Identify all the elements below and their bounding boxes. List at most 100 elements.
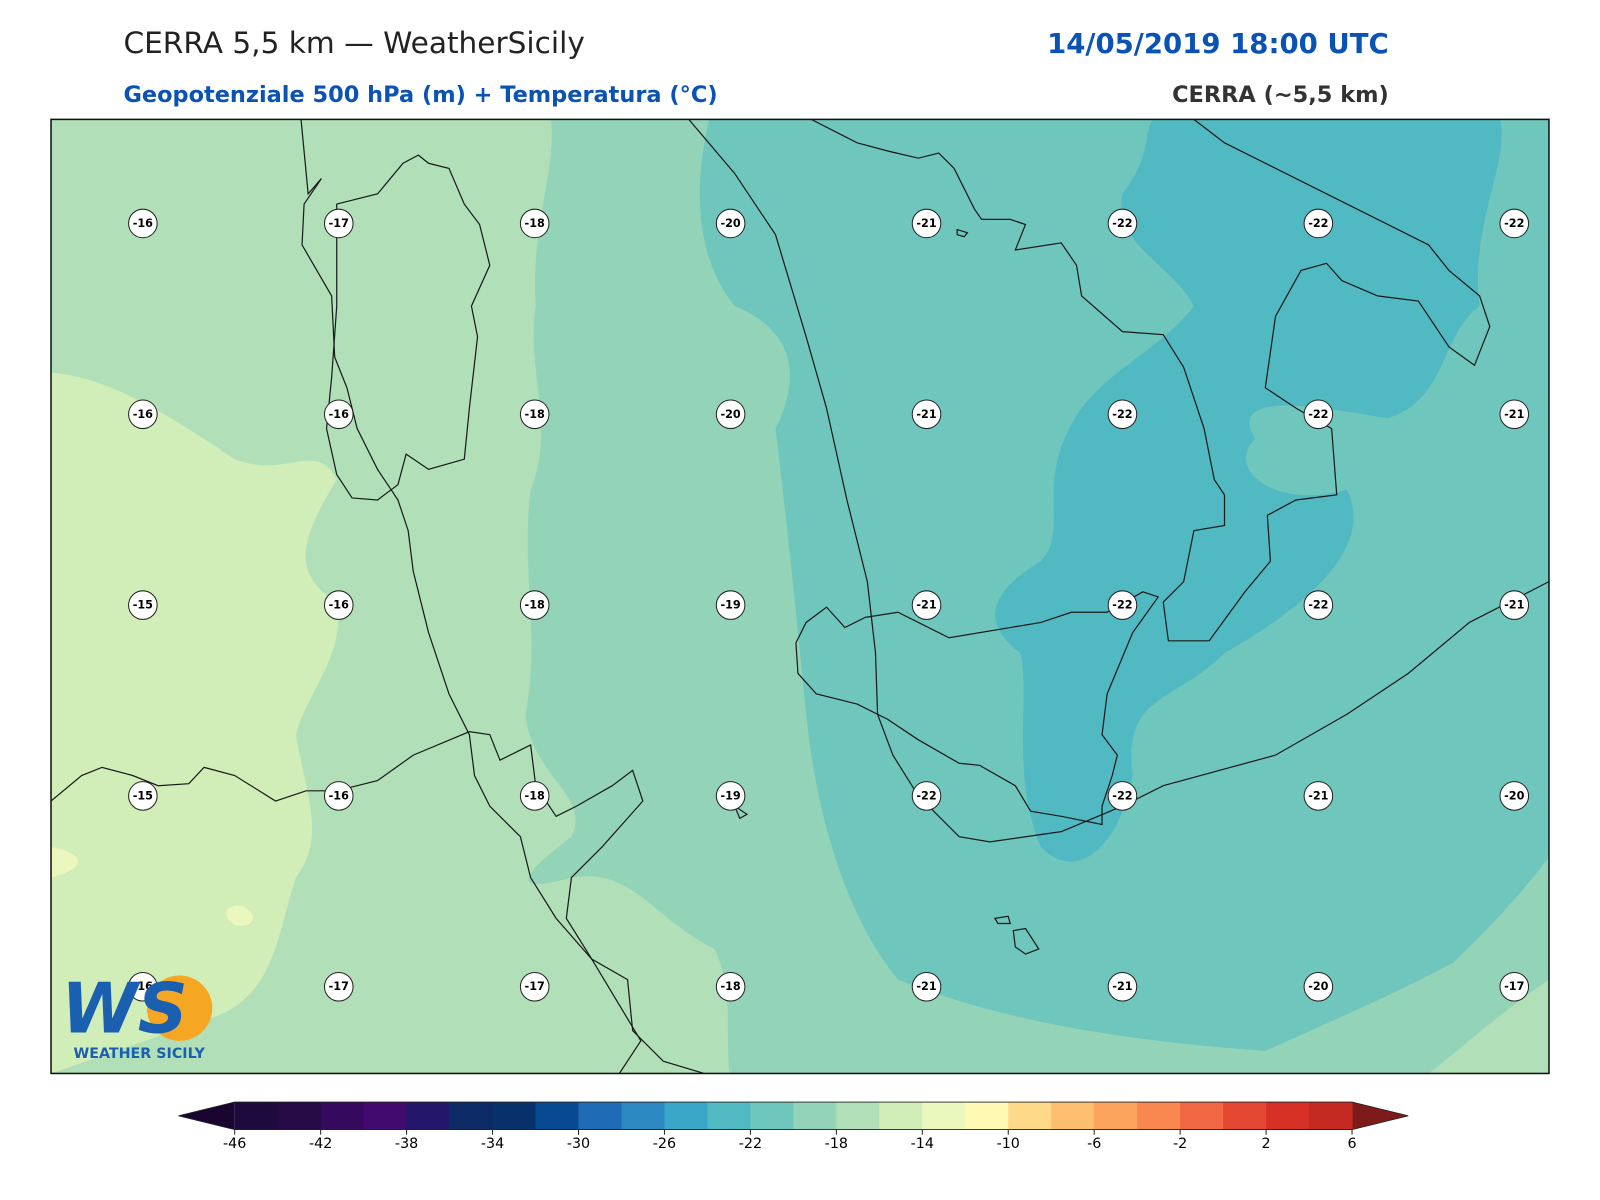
label-marker [323,590,354,620]
field-zone [1326,857,1549,1074]
label-marker [323,781,354,811]
temperature-label: -21 [1504,408,1524,421]
label-marker [911,971,942,1002]
colorbar-bin [1309,1102,1353,1130]
label-marker [1499,399,1530,430]
label-marker [1499,781,1530,811]
colorbar-bin [234,1102,279,1130]
colorbar-bin [406,1102,451,1130]
label-marker [128,781,158,811]
colorbar-bin [664,1102,708,1130]
logo-sun [146,975,213,1041]
label-marker [911,208,942,239]
label-marker [323,399,354,430]
field-zone [1428,979,1549,1074]
temperature-label: -17 [329,217,349,230]
colorbar-tick-label: -10 [997,1136,1020,1152]
colorbar-tick-label: -46 [223,1136,246,1152]
temperature-label: -22 [1112,217,1132,230]
label-marker [1499,971,1530,1002]
temperature-label: -22 [1308,599,1328,612]
temperature-label: -22 [916,789,936,802]
colorbar-tick-label: -14 [911,1136,934,1152]
label-marker [715,399,746,430]
colorbar-tick-label: -38 [395,1136,418,1152]
colorbar-tick-label: -30 [567,1136,590,1152]
colorbar-bin [1008,1102,1052,1130]
colorbar-bin [836,1102,880,1130]
temperature-label: -16 [133,217,153,230]
title: CERRA 5,5 km — WeatherSicily [123,26,584,60]
colorbar-bin [707,1102,751,1130]
temperature-label: -18 [525,789,545,802]
temperature-label: -21 [916,217,936,230]
colorbar-bin [277,1102,322,1130]
colorbar-tick-label: 2 [1262,1136,1271,1152]
temperature-label: -18 [720,980,740,993]
coastline [810,119,1491,642]
label-marker [715,590,746,620]
colorbar-bin [922,1102,966,1130]
colorbar-bin [965,1102,1009,1130]
colorbar-tick-label: -26 [653,1136,676,1152]
colorbar-bin [1180,1102,1224,1130]
map-field [51,119,1549,1074]
label-marker [1303,781,1334,811]
coastline [795,591,1160,826]
label-marker [519,399,550,430]
temperature-label: -18 [525,408,545,421]
colorbar-tick-label: -18 [825,1136,848,1152]
colorbar-bin [1266,1102,1310,1130]
logo: WS WEATHER SICILY [61,970,213,1062]
colorbar-bin [750,1102,794,1130]
colorbar-bin [1223,1102,1267,1130]
temperature-label: -20 [1504,789,1524,802]
field-zone [51,372,339,1074]
colorbar-extend-high [1352,1102,1409,1130]
colorbar-bin [449,1102,494,1130]
label-marker [519,590,550,620]
label-marker [128,399,158,430]
label-marker [1499,208,1530,239]
field-zone [995,119,1502,862]
temperature-label: -22 [1504,217,1524,230]
colorbar-tick-label: -6 [1087,1136,1101,1152]
colorbar-tick-label: 6 [1348,1136,1357,1152]
label-marker [1107,399,1138,430]
temperature-label: -19 [720,599,740,612]
temperature-label: -16 [329,408,349,421]
label-marker [128,208,158,239]
label-marker [911,781,942,811]
temperature-label: -19 [720,789,740,802]
temperature-label: -18 [525,599,545,612]
colorbar-bin [363,1102,408,1130]
temperature-label: -15 [133,789,153,802]
colorbar-tick-label: -34 [481,1136,504,1152]
temperature-label: -21 [1308,789,1328,802]
temperature-label: -21 [1504,599,1524,612]
label-marker [519,781,550,811]
map-frame [50,118,1550,1075]
logo-letters: WS [61,970,188,1050]
colorbar-bin [320,1102,365,1130]
temperature-label: -21 [1112,980,1132,993]
label-marker [911,590,942,620]
colorbar-bin [492,1102,537,1130]
colorbar-tick-label: -22 [739,1136,762,1152]
label-marker [1107,590,1138,620]
colorbar-extend-low [178,1102,235,1130]
temperature-label: -17 [329,980,349,993]
colorbar-bin [879,1102,923,1130]
label-marker [323,208,354,239]
colorbar-bin [535,1102,580,1130]
field-zone [51,846,253,926]
temperature-label: -16 [133,980,153,993]
label-marker [1303,399,1334,430]
label-marker [715,971,746,1002]
coastline [51,731,705,1074]
label-marker [1303,208,1334,239]
label-marker [911,399,942,430]
label-marker [1303,971,1334,1002]
